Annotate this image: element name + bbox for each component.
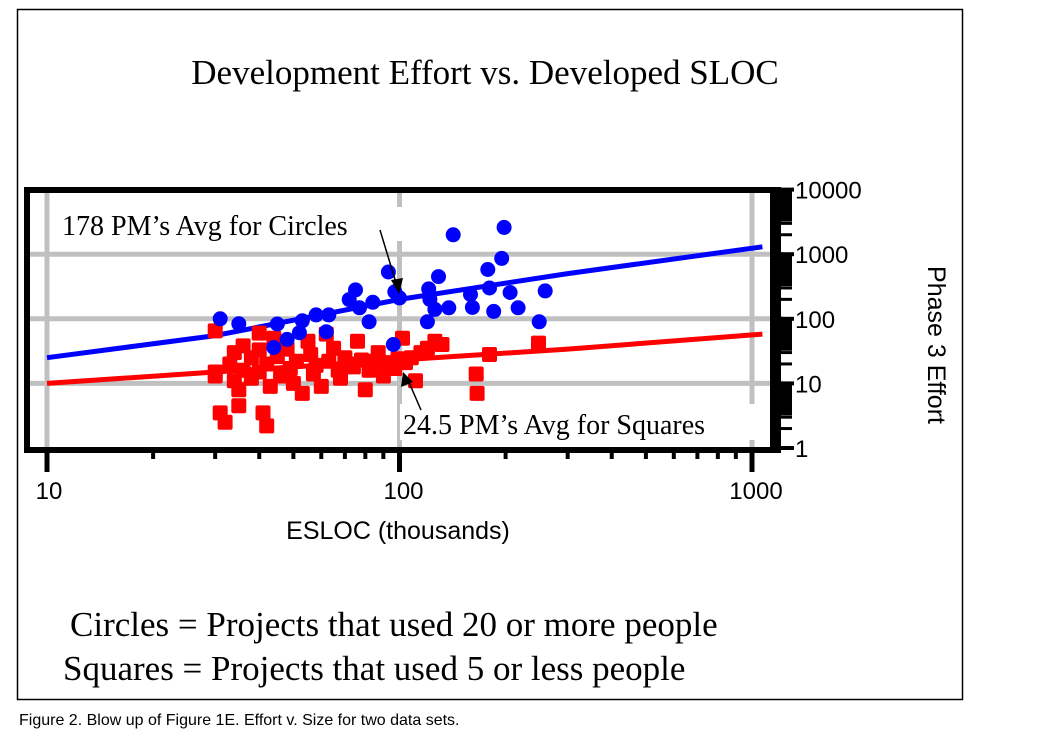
circle-point <box>427 301 443 317</box>
circle-point <box>502 285 518 300</box>
square-point <box>333 370 348 386</box>
annotation-squares-bg <box>400 404 766 440</box>
circle-point <box>463 287 478 302</box>
y-tick-label: 100 <box>795 307 835 334</box>
square-point <box>207 368 223 384</box>
y-tick-label: 1000 <box>795 242 848 269</box>
y-tick-band <box>778 254 792 287</box>
circle-point <box>392 290 407 306</box>
x-tick-label: 10 <box>36 478 63 505</box>
circle-point <box>291 325 307 341</box>
y-tick-band <box>778 318 792 351</box>
square-point <box>375 368 391 384</box>
circle-point <box>365 294 381 310</box>
circle-point <box>531 314 547 330</box>
x-axis-label: ESLOC (thousands) <box>286 517 510 545</box>
annotation-circles-arrowhead <box>391 278 403 294</box>
square-point <box>255 405 271 421</box>
circles-series <box>212 219 553 355</box>
y-axis-label: Phase 3 Effort <box>922 266 950 424</box>
square-point <box>251 342 267 358</box>
circle-point <box>321 307 337 323</box>
square-point <box>313 378 329 394</box>
circle-point <box>494 250 510 266</box>
square-point <box>326 340 342 356</box>
square-point <box>531 335 546 351</box>
circle-point <box>294 313 310 329</box>
circle-point <box>480 262 496 277</box>
circle-point <box>269 316 285 332</box>
square-point <box>217 414 233 430</box>
figure-frame <box>16 8 964 701</box>
square-point <box>357 382 373 398</box>
y-tick-band <box>778 189 792 222</box>
y-tick-label: 10000 <box>795 178 862 205</box>
annotation-squares-arrow <box>407 379 422 411</box>
square-point <box>434 337 450 352</box>
circle-point <box>496 219 512 235</box>
squares-series <box>207 323 546 434</box>
y-axis: 1 10 100 1000 10000 <box>775 178 862 463</box>
square-point <box>308 357 324 373</box>
circle-point <box>348 282 363 298</box>
square-point <box>207 323 223 339</box>
circle-point <box>279 331 295 347</box>
annotation-circles-bg <box>58 207 403 241</box>
square-point <box>294 385 310 401</box>
circle-point <box>385 337 401 352</box>
annotation-circles-arrow <box>379 229 398 287</box>
x-tick-label: 100 <box>383 478 423 505</box>
circle-point <box>482 280 497 296</box>
y-tick-band <box>778 383 792 416</box>
square-point <box>350 333 365 349</box>
square-point <box>288 353 304 369</box>
circle-point <box>486 303 502 319</box>
legend-line-squares: Squares = Projects that used 5 or less p… <box>63 649 685 688</box>
x-axis: 10 100 1000 <box>36 450 783 505</box>
square-point <box>408 373 423 389</box>
chart-title: Development Effort vs. Developed SLOC <box>191 53 778 92</box>
circle-point <box>361 314 377 330</box>
circle-point <box>212 311 228 327</box>
square-point <box>231 398 247 414</box>
circle-point <box>419 314 435 330</box>
circle-point <box>231 316 247 332</box>
square-point <box>222 356 238 372</box>
circle-point <box>445 227 461 243</box>
annotation-circles: 178 PM’s Avg for Circles <box>62 211 348 242</box>
circle-point <box>510 300 526 316</box>
circle-point <box>308 307 324 323</box>
square-point <box>259 418 275 434</box>
circle-point <box>352 300 367 316</box>
y-tick-label: 1 <box>795 436 808 463</box>
square-point <box>231 382 247 398</box>
figure-caption: Figure 2. Blow up of Figure 1E. Effort v… <box>19 712 460 729</box>
square-point <box>251 325 267 341</box>
circle-point <box>318 324 334 340</box>
square-point <box>469 385 485 401</box>
annotation-squares-arrowhead <box>401 372 413 387</box>
circle-point <box>464 299 480 315</box>
square-point <box>468 366 484 382</box>
circle-point <box>431 269 446 285</box>
x-tick-label: 1000 <box>729 478 782 505</box>
annotation-squares: 24.5 PM’s Avg for Squares <box>403 410 705 441</box>
y-tick-label: 10 <box>795 371 822 398</box>
legend-line-circles: Circles = Projects that used 20 or more … <box>70 605 718 644</box>
circle-point <box>537 283 553 299</box>
circle-point <box>266 340 282 355</box>
square-point <box>235 338 251 354</box>
square-point <box>482 347 497 362</box>
circle-point <box>441 300 457 316</box>
